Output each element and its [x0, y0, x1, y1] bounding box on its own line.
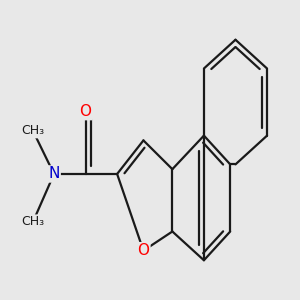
Text: CH₃: CH₃ — [21, 215, 44, 228]
Text: CH₃: CH₃ — [21, 124, 44, 137]
Text: O: O — [137, 243, 149, 258]
Text: N: N — [48, 167, 60, 182]
Text: O: O — [80, 104, 92, 119]
